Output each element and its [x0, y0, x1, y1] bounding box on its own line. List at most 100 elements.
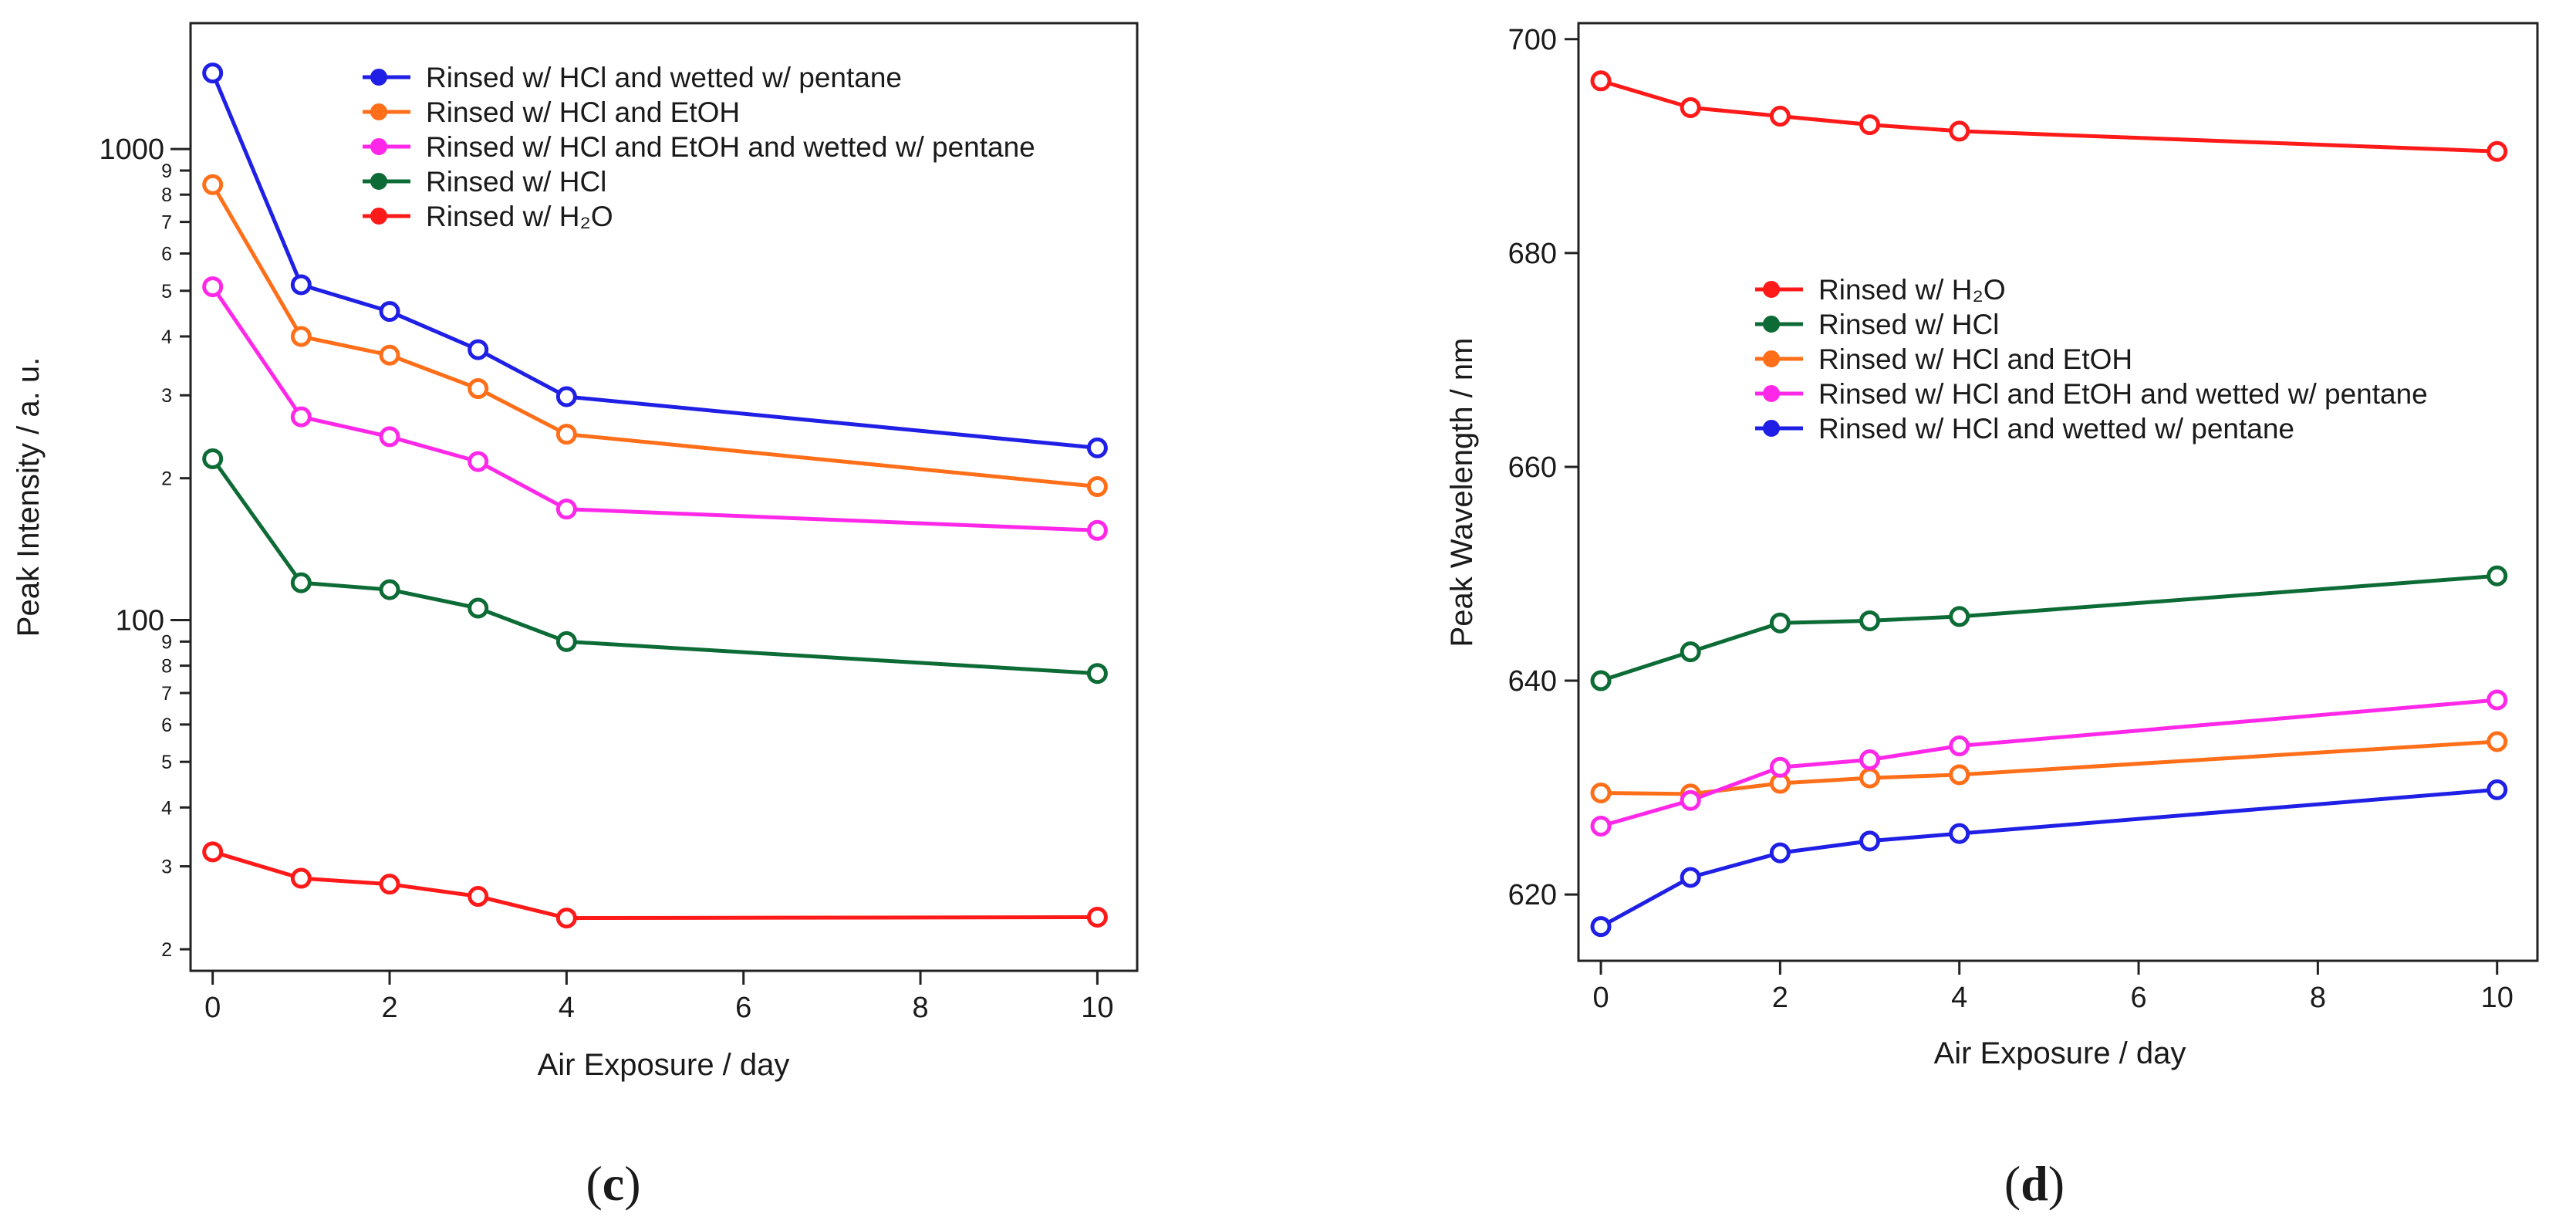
- data-point: [558, 633, 575, 650]
- data-point: [2489, 567, 2506, 584]
- y-axis-title: Peak Intensity / a. u.: [12, 357, 46, 637]
- data-point: [1771, 844, 1788, 861]
- y-tick-label: 680: [1508, 238, 1557, 270]
- series-line: [213, 458, 1098, 673]
- y-minor-tick-label: 4: [161, 797, 172, 819]
- plot-frame: [1578, 23, 2537, 961]
- legend-label: Rinsed w/ H₂O: [1818, 274, 2006, 306]
- x-tick-label: 6: [735, 992, 751, 1024]
- legend-marker: [1764, 351, 1779, 367]
- panel-paren-open: (: [2004, 1156, 2021, 1211]
- data-point: [204, 843, 221, 860]
- y-tick-label: 700: [1508, 24, 1557, 56]
- legend-marker: [1764, 421, 1779, 436]
- series-line: [1601, 81, 2497, 151]
- data-point: [558, 910, 575, 927]
- y-minor-tick-label: 3: [161, 857, 172, 878]
- x-axis-title: Air Exposure / day: [1934, 1036, 2186, 1070]
- data-point: [381, 347, 398, 363]
- legend-label: Rinsed w/ HCl and EtOH: [1818, 343, 2132, 375]
- data-point: [292, 870, 309, 887]
- data-point: [1862, 833, 1879, 850]
- y-minor-tick-label: 9: [161, 161, 172, 182]
- data-point: [1592, 672, 1609, 689]
- data-point: [1592, 817, 1609, 834]
- y-minor-tick-label: 8: [161, 184, 172, 206]
- x-tick-label: 2: [1772, 982, 1788, 1014]
- legend: Rinsed w/ HCl and wetted w/ pentane Rinse…: [363, 62, 1035, 232]
- data-point: [1862, 612, 1879, 629]
- legend-label: Rinsed w/ HCl and EtOH and wetted w/ pen…: [426, 131, 1035, 163]
- x-tick-label: 4: [1951, 982, 1967, 1014]
- panel-paren-open: (: [586, 1156, 602, 1211]
- legend-label: Rinsed w/ HCl and wetted w/ pentane: [426, 62, 902, 93]
- y-minor-tick-label: 5: [161, 752, 172, 773]
- data-point: [204, 176, 221, 193]
- data-point: [204, 450, 221, 467]
- series-line: [213, 852, 1098, 918]
- data-point: [292, 408, 309, 425]
- data-point: [292, 328, 309, 345]
- axis-ticks: 0 2 4 6 8 10 620 640 660 680 700: [1508, 24, 2514, 1014]
- series-line: [213, 73, 1098, 448]
- y-minor-tick-label: 9: [161, 631, 172, 653]
- data-point: [1089, 478, 1106, 495]
- series-line: [213, 287, 1098, 531]
- y-tick-label: 640: [1508, 665, 1557, 698]
- data-point: [1089, 908, 1106, 925]
- data-point: [2489, 143, 2506, 160]
- data-point: [381, 303, 398, 320]
- data-point: [1682, 99, 1699, 116]
- y-minor-tick-label: 7: [161, 683, 172, 705]
- y-minor-tick-label: 2: [161, 939, 172, 961]
- y-minor-tick-label: 5: [161, 281, 172, 303]
- data-point: [1862, 769, 1879, 786]
- x-tick-label: 6: [2130, 982, 2146, 1014]
- series-line: [1601, 700, 2497, 826]
- x-tick-label: 4: [559, 992, 575, 1024]
- data-point: [558, 501, 575, 518]
- legend-marker: [1764, 282, 1779, 297]
- data-point: [470, 888, 487, 905]
- data-point: [381, 581, 398, 598]
- y-tick-label: 100: [116, 604, 164, 637]
- panel-paren-close: ): [624, 1156, 640, 1211]
- data-point: [1771, 108, 1788, 125]
- panel-label-d: (d): [2004, 1156, 2065, 1211]
- data-point: [558, 388, 575, 405]
- data-point: [1089, 439, 1106, 456]
- data-point: [204, 279, 221, 296]
- data-point: [1951, 123, 1968, 140]
- y-minor-tick-label: 8: [161, 656, 172, 678]
- data-point: [470, 341, 487, 358]
- legend-marker: [371, 174, 387, 189]
- x-tick-label: 10: [1081, 992, 1113, 1024]
- y-axis-title: Peak Wavelength / nm: [1445, 338, 1479, 647]
- data-point: [1592, 73, 1609, 90]
- series-line: [1601, 789, 2497, 926]
- legend-label: Rinsed w/ HCl and EtOH and wetted w/ pen…: [1818, 378, 2428, 410]
- data-point: [1951, 608, 1968, 625]
- x-tick-label: 0: [1592, 982, 1609, 1014]
- data-point: [204, 65, 221, 82]
- data-point: [381, 428, 398, 445]
- data-point: [470, 380, 487, 397]
- panel-letter: c: [603, 1156, 624, 1211]
- y-minor-tick-label: 4: [161, 326, 172, 348]
- plot-frame: [191, 23, 1137, 971]
- y-minor-tick-label: 7: [161, 212, 172, 234]
- data-point: [2489, 733, 2506, 750]
- y-minor-tick-label: 3: [161, 385, 172, 407]
- series-line: [1601, 742, 2497, 794]
- x-tick-label: 0: [204, 992, 221, 1024]
- series-line: [1601, 576, 2497, 681]
- data-point: [470, 600, 487, 617]
- data-point: [1862, 752, 1879, 769]
- x-axis-title: Air Exposure / day: [538, 1048, 790, 1082]
- legend-label: Rinsed w/ H₂O: [426, 201, 613, 232]
- y-tick-label: 1000: [99, 134, 164, 166]
- data-point: [1771, 614, 1788, 631]
